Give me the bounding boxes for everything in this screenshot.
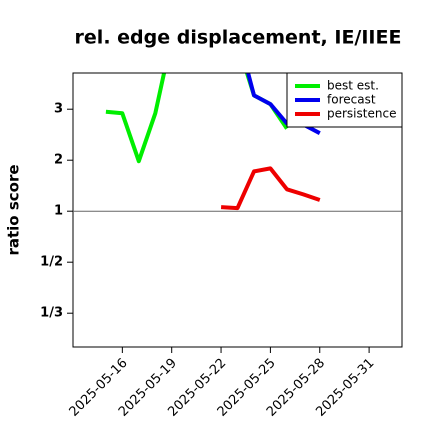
legend-label: persistence xyxy=(327,107,396,121)
plot-frame xyxy=(72,72,403,348)
y-tick-label: 1 xyxy=(54,204,63,219)
y-axis-label: ratio score xyxy=(5,164,23,255)
y-tick-label: 1/3 xyxy=(40,306,63,321)
chart-title: rel. edge displacement, IE/IIEE xyxy=(75,27,402,49)
legend-label: best est. xyxy=(327,79,379,93)
y-tick-label: 1/2 xyxy=(40,255,63,270)
series-line xyxy=(220,166,321,211)
y-tick-label: 3 xyxy=(54,102,63,117)
y-tick-label: 2 xyxy=(54,153,63,168)
legend-label: forecast xyxy=(327,93,376,107)
